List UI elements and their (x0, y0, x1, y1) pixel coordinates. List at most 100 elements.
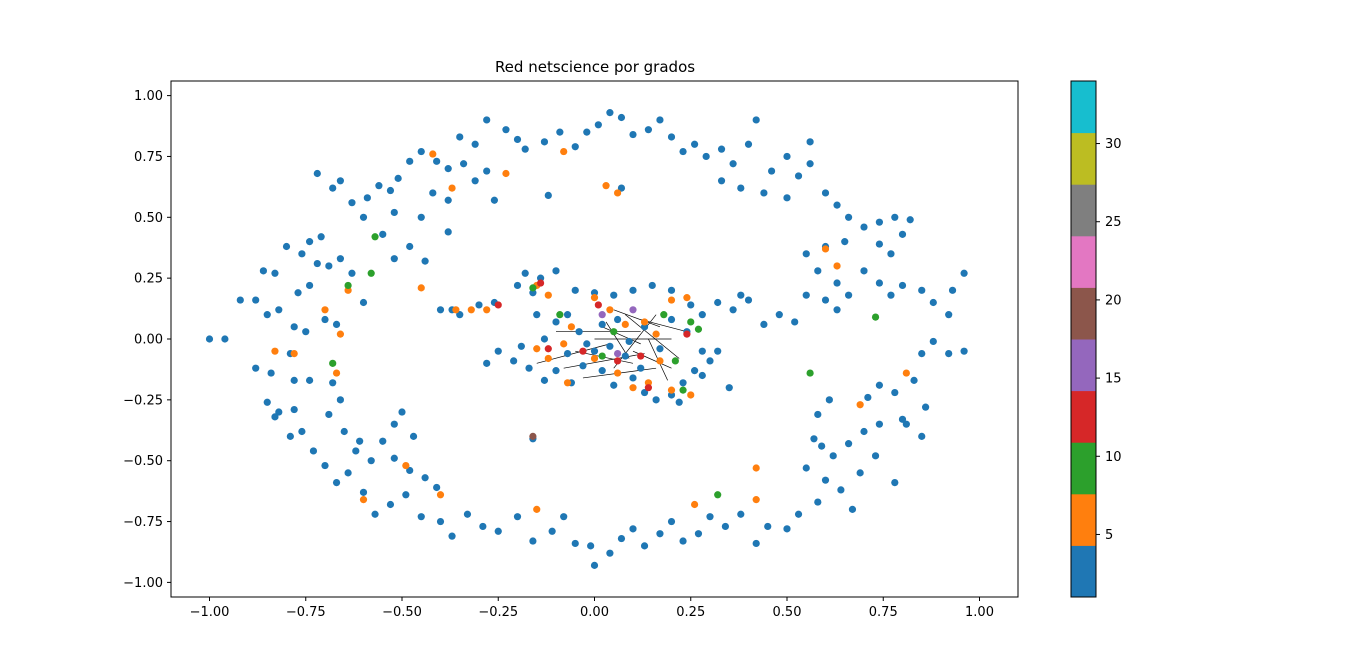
colorbar-segment (1071, 235, 1096, 288)
node-point-blue (675, 398, 683, 406)
x-axis: −1.00 −0.75 −0.50 −0.25 0.00 0.25 0.50 0.75 1.00 (190, 597, 994, 620)
network-edge (640, 319, 687, 333)
node-point-blue (267, 369, 275, 377)
node-point-blue (379, 230, 387, 238)
node-point-blue (444, 165, 452, 173)
node-point-orange (752, 464, 760, 472)
node-point-blue (667, 517, 676, 526)
node-point-blue (856, 469, 864, 477)
node-point-blue (406, 242, 414, 251)
node-point-orange (533, 345, 541, 353)
node-point-purple (629, 306, 637, 314)
node-point-blue (221, 335, 229, 343)
node-point-green (806, 369, 814, 377)
colorbar-segment (1071, 493, 1096, 546)
node-point-blue (290, 405, 298, 414)
node-point-orange (332, 369, 341, 377)
node-point-blue (698, 347, 706, 355)
colorbar-segment (1071, 339, 1096, 392)
node-point-blue (252, 296, 260, 304)
node-point-blue (363, 194, 371, 202)
node-point-blue (552, 367, 560, 375)
node-point-blue (891, 479, 899, 487)
node-point-blue (783, 152, 791, 161)
node-point-green (371, 233, 379, 241)
node-point-blue (367, 457, 375, 465)
node-point-blue (510, 357, 518, 365)
node-point-blue (814, 410, 822, 419)
node-point-blue (444, 228, 452, 236)
node-point-blue (814, 498, 822, 506)
node-point-blue (814, 267, 822, 275)
node-point-blue (610, 291, 618, 299)
node-point-blue (436, 517, 445, 526)
node-point-blue (356, 437, 364, 445)
node-point-orange (856, 401, 864, 409)
node-point-blue (429, 189, 437, 197)
node-point-blue (294, 289, 302, 297)
node-point-orange (436, 491, 445, 499)
node-point-blue (409, 432, 418, 440)
node-point-blue (752, 116, 760, 124)
node-point-orange (687, 391, 695, 399)
node-point-blue (552, 318, 560, 326)
node-point-blue (471, 140, 479, 148)
node-point-blue (290, 376, 298, 384)
node-point-orange (544, 291, 552, 299)
node-point-orange (652, 330, 660, 338)
node-point-blue (841, 238, 849, 246)
node-point-green (344, 281, 352, 290)
node-point-orange (448, 184, 456, 192)
node-point-orange (640, 318, 649, 326)
node-point-blue (298, 250, 306, 258)
node-point-orange (621, 320, 629, 328)
node-point-orange (483, 306, 491, 314)
node-point-blue (298, 427, 306, 436)
nodes-layer (205, 109, 968, 569)
node-point-blue (579, 362, 587, 370)
node-point-green (329, 359, 337, 367)
node-point-blue (252, 364, 260, 372)
node-point-blue (390, 454, 398, 462)
node-point-blue (760, 189, 768, 197)
node-point-blue (406, 157, 414, 165)
node-point-blue (760, 320, 768, 328)
node-point-brown (529, 432, 537, 440)
node-point-blue (590, 347, 599, 355)
node-point-blue (271, 413, 279, 421)
node-point-blue (887, 250, 895, 258)
node-point-blue (648, 281, 656, 290)
node-point-blue (336, 255, 344, 263)
node-point-blue (463, 510, 472, 518)
colorbar-segment (1071, 81, 1096, 134)
node-point-blue (902, 420, 910, 428)
node-point-blue (929, 298, 937, 307)
node-point-blue (629, 374, 637, 382)
node-point-blue (725, 384, 733, 392)
network-edge (625, 314, 680, 359)
node-point-blue (556, 128, 564, 136)
node-point-blue (714, 298, 722, 307)
x-tick-label: 0.00 (580, 605, 609, 620)
x-tick-label: 0.25 (676, 605, 705, 620)
node-point-blue (848, 505, 857, 513)
node-point-blue (875, 240, 884, 248)
node-point-orange (290, 350, 298, 358)
node-point-orange (544, 354, 552, 363)
colorbar: 5 10 15 20 25 30 (1070, 80, 1122, 598)
node-point-blue (359, 213, 368, 221)
x-tick-label: 0.75 (869, 605, 898, 620)
node-point-blue (575, 328, 583, 336)
node-point-blue (321, 315, 329, 324)
node-point-blue (737, 510, 745, 518)
node-point-blue (945, 350, 953, 358)
node-point-blue (433, 483, 441, 492)
node-point-blue (833, 201, 841, 209)
node-point-orange (606, 306, 614, 314)
node-point-blue (829, 452, 837, 460)
node-point-orange (752, 496, 760, 504)
node-point-blue (960, 269, 968, 277)
node-point-blue (352, 447, 360, 455)
node-point-blue (398, 408, 406, 416)
node-point-blue (598, 320, 606, 328)
